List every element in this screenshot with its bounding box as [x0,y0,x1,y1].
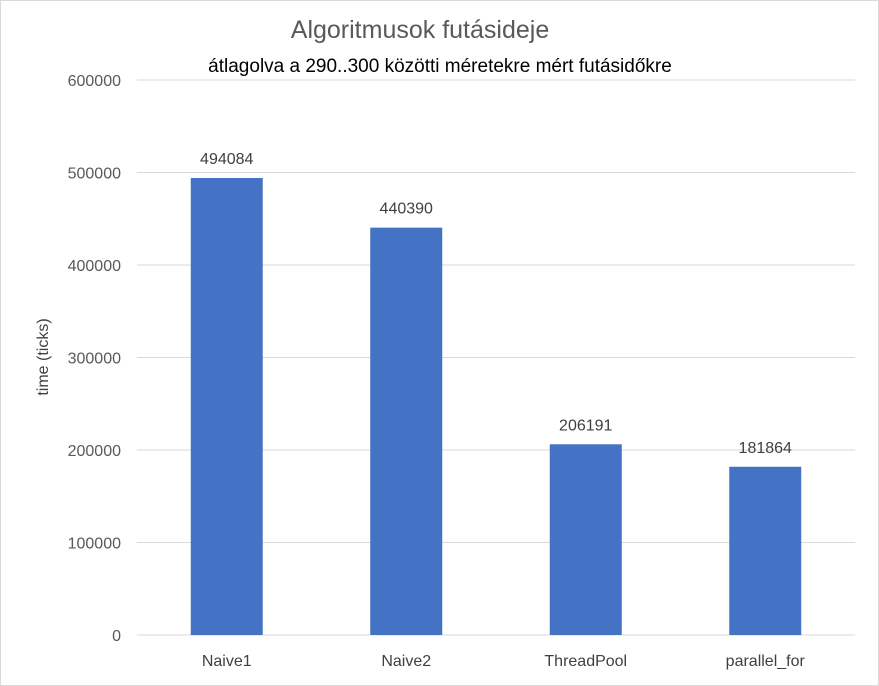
data-labels: 494084 440390 206191 181864 [200,151,792,457]
bars [190,177,802,636]
x-axis-categories: Naive1 Naive2 ThreadPool parallel_for [202,653,806,670]
data-label: 494084 [200,151,253,168]
bar-parallel-for [729,466,802,635]
chart-title: Algoritmusok futásideje [290,16,550,44]
y-axis-ticks: 0 100000 200000 300000 400000 500000 600000 [68,73,121,645]
bar-threadpool [549,444,622,635]
bar-naive2 [370,227,443,635]
category-label: ThreadPool [544,653,627,670]
y-tick-label: 500000 [68,166,121,183]
y-tick-label: 600000 [68,73,121,90]
y-tick-label: 300000 [68,351,121,368]
y-tick-label: 100000 [68,536,121,553]
data-label: 206191 [559,417,612,434]
y-tick-label: 200000 [68,443,121,460]
category-label: Naive1 [202,653,252,670]
y-tick-label: 0 [112,628,121,645]
category-label: parallel_for [726,653,806,670]
category-label: Naive2 [381,653,431,670]
bar-naive1 [190,177,263,636]
data-label: 440390 [380,201,433,218]
chart-subtitle: átlagolva a 290..300 közötti méretekre m… [208,56,672,77]
data-label: 181864 [739,440,792,457]
y-tick-label: 400000 [68,258,121,275]
